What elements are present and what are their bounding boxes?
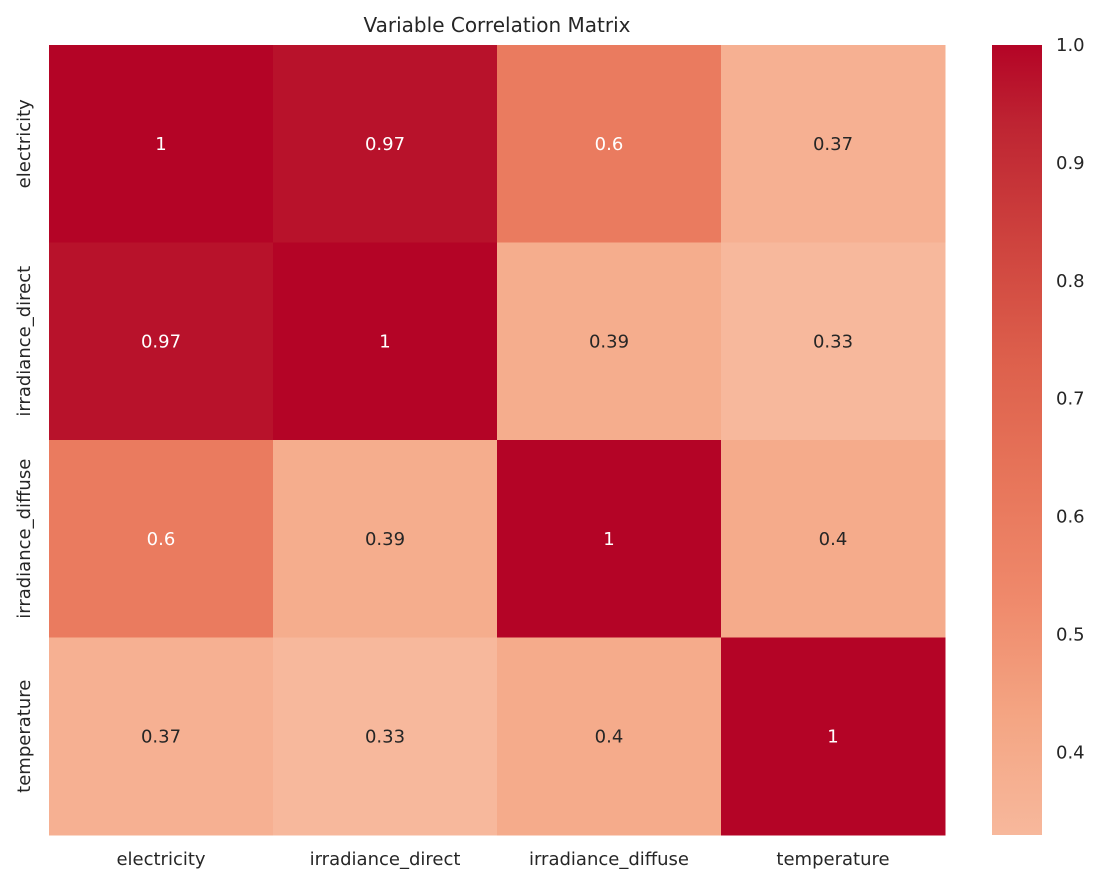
x-tick-label: temperature [776, 849, 889, 870]
colorbar-gradient [992, 45, 1042, 835]
y-tick-label: irradiance_diffuse [14, 459, 35, 619]
cell-annotation: 0.4 [819, 529, 848, 550]
cell-annotation: 1 [155, 134, 166, 155]
cell-annotation: 1 [603, 529, 614, 550]
heatmap-cell [49, 242, 274, 441]
heatmap-cell [497, 242, 722, 441]
cell-annotation: 0.97 [141, 331, 181, 352]
cell-annotation: 0.37 [141, 726, 181, 747]
colorbar: 0.4 0.5 0.6 0.7 0.8 0.9 1.0 [992, 35, 1085, 835]
y-tick-label: electricity [14, 99, 35, 188]
heatmap-cell [721, 440, 946, 638]
colorbar-tick-label: 0.7 [1056, 389, 1085, 410]
heatmap-cell [273, 440, 498, 638]
heatmap-annotations: 1 0.97 0.6 0.37 0.97 1 0.39 0.33 0.6 0.39 1 0.4 0.37… [141, 134, 853, 748]
heatmap-cell [497, 440, 722, 638]
heatmap-cell [273, 242, 498, 441]
x-tick-label: irradiance_direct [310, 849, 461, 870]
cell-annotation: 0.39 [365, 529, 405, 550]
heatmap-cell [273, 637, 498, 836]
heatmap-cell [49, 637, 274, 836]
heatmap-cell [497, 45, 722, 243]
cell-annotation: 0.4 [595, 726, 624, 747]
heatmap-cell [721, 45, 946, 243]
colorbar-tick-label: 0.9 [1056, 153, 1085, 174]
x-tick-label: irradiance_diffuse [529, 849, 689, 870]
cell-annotation: 0.33 [365, 726, 405, 747]
colorbar-tick-label: 0.8 [1056, 271, 1085, 292]
colorbar-tick-label: 0.5 [1056, 625, 1085, 646]
x-tick-labels: electricity irradiance_direct irradiance_d… [116, 849, 889, 870]
chart-title: Variable Correlation Matrix [364, 13, 631, 37]
y-tick-label: irradiance_direct [14, 266, 35, 417]
y-tick-labels: electricity irradiance_direct irradiance_d… [14, 99, 35, 793]
heatmap-cell [497, 637, 722, 836]
y-tick-label: temperature [14, 680, 35, 793]
cell-annotation: 0.97 [365, 134, 405, 155]
heatmap-cell [49, 440, 274, 638]
heatmap-cell [49, 45, 274, 243]
colorbar-tick-label: 0.4 [1056, 742, 1085, 763]
heatmap-cell [273, 45, 498, 243]
heatmap-cell [721, 242, 946, 441]
heatmap-cells [49, 45, 946, 836]
cell-annotation: 0.39 [589, 331, 629, 352]
heatmap-cell [721, 637, 946, 836]
cell-annotation: 0.37 [813, 134, 853, 155]
colorbar-tick-label: 1.0 [1056, 35, 1085, 56]
cell-annotation: 1 [379, 331, 390, 352]
cell-annotation: 0.6 [595, 134, 624, 155]
cell-annotation: 1 [827, 726, 838, 747]
x-tick-label: electricity [116, 849, 205, 870]
colorbar-tick-label: 0.6 [1056, 507, 1085, 528]
cell-annotation: 0.6 [147, 529, 176, 550]
cell-annotation: 0.33 [813, 331, 853, 352]
